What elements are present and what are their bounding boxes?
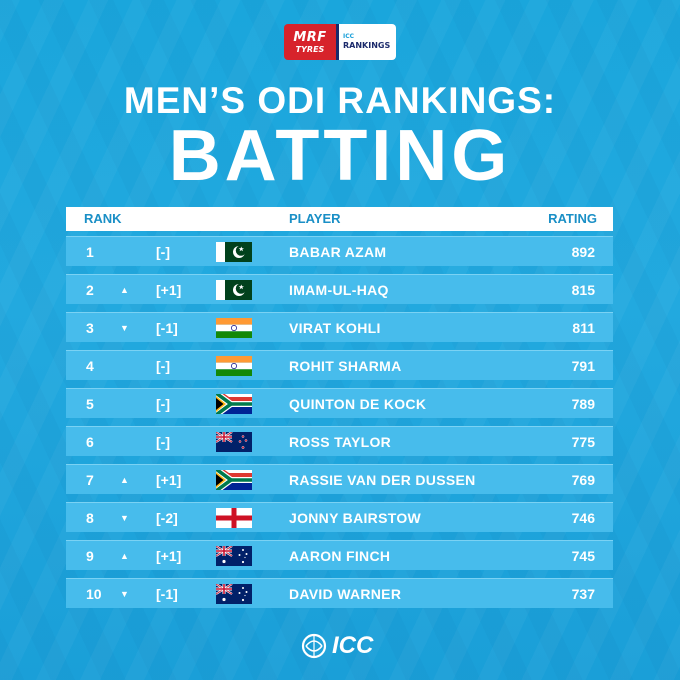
icc-emblem-icon	[301, 633, 327, 659]
row-movement: [-]	[156, 244, 170, 260]
row-rank: 10	[86, 586, 102, 602]
row-rating: 745	[571, 548, 595, 564]
australia-flag-icon	[216, 546, 252, 566]
rankings-table: RANK PLAYER RATING 1 [-] BABAR AZAM 892 2 ▲ [+…	[66, 207, 613, 608]
row-rating: 789	[571, 396, 595, 412]
row-rating: 775	[571, 434, 595, 450]
south-africa-flag-icon	[216, 470, 252, 490]
movement-arrow-icon: ▲	[120, 475, 129, 485]
header-rating: RATING	[548, 211, 597, 226]
australia-flag-icon	[216, 584, 252, 604]
row-player: RASSIE VAN DER DUSSEN	[289, 472, 476, 488]
row-movement: [-2]	[156, 510, 178, 526]
row-rank: 5	[86, 396, 94, 412]
icc-rankings-top: ICC	[343, 33, 355, 40]
movement-arrow-icon: ▼	[120, 323, 129, 333]
table-row: 9 ▲ [+1] AARON FINCH 745	[66, 540, 613, 570]
row-player: AARON FINCH	[289, 548, 391, 564]
row-player: VIRAT KOHLI	[289, 320, 381, 336]
india-flag-icon	[216, 318, 252, 338]
table-row: 5 [-] QUINTON DE KOCK 789	[66, 388, 613, 418]
row-movement: [+1]	[156, 472, 182, 488]
row-movement: [+1]	[156, 282, 182, 298]
title-line-1: MEN’S ODI RANKINGS:	[123, 80, 557, 121]
movement-arrow-icon: ▲	[120, 551, 129, 561]
mrf-brand: MRF	[293, 29, 327, 45]
england-flag-icon	[216, 508, 252, 528]
row-rating: 769	[571, 472, 595, 488]
icc-footer-logo: ICC	[300, 632, 373, 660]
mrf-logo: MRF TYRES	[284, 24, 336, 60]
row-rating: 811	[572, 320, 595, 336]
row-rank: 4	[86, 358, 94, 374]
row-player: JONNY BAIRSTOW	[289, 510, 422, 526]
row-player: ROHIT SHARMA	[289, 358, 402, 374]
row-movement: [-]	[156, 396, 170, 412]
table-header: RANK PLAYER RATING	[66, 207, 613, 231]
row-rating: 892	[571, 244, 595, 260]
row-movement: [-]	[156, 358, 170, 374]
header-player: PLAYER	[289, 211, 341, 226]
row-movement: [-1]	[156, 586, 178, 602]
movement-arrow-icon: ▼	[120, 589, 129, 599]
row-rating: 815	[571, 282, 595, 298]
row-rank: 8	[86, 510, 94, 526]
sponsor-logo: MRF TYRES ICC RANKINGS	[284, 24, 396, 60]
table-row: 7 ▲ [+1] RASSIE VAN DER DUSSEN 769	[66, 464, 613, 494]
row-rank: 3	[86, 320, 94, 336]
south-africa-flag-icon	[216, 394, 252, 414]
table-row: 6 [-] ROSS TAYLOR 775	[66, 426, 613, 456]
row-movement: [-1]	[156, 320, 178, 336]
india-flag-icon	[216, 356, 252, 376]
table-row: 10 ▼ [-1] DAVID WARNER 737	[66, 578, 613, 608]
table-row: 2 ▲ [+1] IMAM-UL-HAQ 815	[66, 274, 613, 304]
row-rating: 737	[571, 586, 595, 602]
movement-arrow-icon: ▼	[120, 513, 129, 523]
row-rating: 791	[571, 358, 595, 374]
table-row: 3 ▼ [-1] VIRAT KOHLI 811	[66, 312, 613, 342]
header-rank: RANK	[84, 211, 122, 226]
row-player: BABAR AZAM	[289, 244, 387, 260]
row-movement: [+1]	[156, 548, 182, 564]
row-player: ROSS TAYLOR	[289, 434, 392, 450]
row-player: IMAM-UL-HAQ	[289, 282, 389, 298]
row-player: DAVID WARNER	[289, 586, 402, 602]
row-rank: 1	[86, 244, 94, 260]
icc-footer-text: ICC	[332, 632, 374, 659]
pakistan-flag-icon	[216, 242, 252, 262]
table-row: 4 [-] ROHIT SHARMA 791	[66, 350, 613, 380]
row-rating: 746	[571, 510, 595, 526]
mrf-brand-sub: TYRES	[295, 44, 325, 54]
icc-rankings-bottom: RANKINGS	[343, 41, 391, 50]
row-rank: 6	[86, 434, 94, 450]
movement-arrow-icon: ▲	[120, 285, 129, 295]
row-rank: 2	[86, 282, 94, 298]
table-row: 1 [-] BABAR AZAM 892	[66, 236, 613, 266]
icc-rankings-logo: ICC RANKINGS	[336, 24, 396, 60]
row-movement: [-]	[156, 434, 170, 450]
row-player: QUINTON DE KOCK	[289, 396, 427, 412]
new-zealand-flag-icon	[216, 432, 252, 452]
row-rank: 9	[86, 548, 94, 564]
table-row: 8 ▼ [-2] JONNY BAIRSTOW 746	[66, 502, 613, 532]
row-rank: 7	[86, 472, 94, 488]
pakistan-flag-icon	[216, 280, 252, 300]
title-line-2: BATTING	[168, 116, 512, 196]
